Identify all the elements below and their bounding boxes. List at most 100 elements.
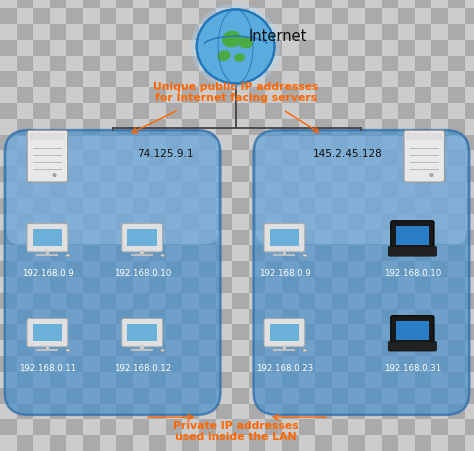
Bar: [50, 41, 66, 56]
Bar: [166, 120, 182, 135]
Bar: [149, 9, 166, 25]
Bar: [465, 230, 474, 246]
Bar: [36, 349, 58, 351]
Bar: [448, 198, 465, 214]
Bar: [282, 104, 299, 120]
Bar: [382, 198, 398, 214]
Bar: [133, 9, 149, 25]
Bar: [83, 151, 100, 167]
Bar: [315, 41, 332, 56]
Bar: [100, 214, 116, 230]
Bar: [232, 135, 249, 151]
Bar: [299, 151, 315, 167]
Bar: [382, 293, 398, 309]
Bar: [382, 151, 398, 167]
Bar: [17, 419, 33, 435]
Bar: [50, 404, 66, 419]
Bar: [182, 9, 199, 25]
Bar: [232, 72, 249, 88]
Bar: [348, 246, 365, 262]
FancyBboxPatch shape: [404, 131, 445, 183]
FancyBboxPatch shape: [388, 247, 437, 257]
Bar: [382, 72, 398, 88]
Bar: [382, 262, 398, 277]
FancyBboxPatch shape: [7, 137, 218, 244]
Bar: [365, 309, 382, 325]
Bar: [382, 167, 398, 183]
Bar: [232, 151, 249, 167]
Bar: [332, 120, 348, 135]
Bar: [398, 88, 415, 104]
Bar: [348, 0, 365, 9]
Bar: [100, 88, 116, 104]
Bar: [116, 198, 133, 214]
Bar: [398, 404, 415, 419]
Bar: [166, 341, 182, 356]
Bar: [100, 72, 116, 88]
Bar: [149, 419, 166, 435]
Bar: [282, 325, 299, 341]
Bar: [182, 56, 199, 72]
Bar: [398, 214, 415, 230]
Bar: [249, 104, 265, 120]
Bar: [365, 167, 382, 183]
Bar: [182, 419, 199, 435]
Bar: [133, 404, 149, 419]
Bar: [332, 9, 348, 25]
Bar: [332, 277, 348, 293]
Bar: [365, 230, 382, 246]
Bar: [33, 309, 50, 325]
Bar: [216, 183, 232, 198]
Bar: [410, 149, 438, 150]
Bar: [83, 9, 100, 25]
Bar: [315, 198, 332, 214]
Bar: [448, 419, 465, 435]
Bar: [83, 183, 100, 198]
Bar: [265, 262, 282, 277]
Bar: [348, 9, 365, 25]
Bar: [365, 293, 382, 309]
Bar: [410, 170, 438, 171]
Bar: [17, 293, 33, 309]
Bar: [17, 198, 33, 214]
Bar: [283, 250, 286, 255]
Bar: [299, 325, 315, 341]
Bar: [398, 246, 415, 262]
Bar: [83, 262, 100, 277]
Text: 192.168.0.31: 192.168.0.31: [384, 363, 441, 372]
Bar: [431, 277, 448, 293]
Bar: [17, 120, 33, 135]
Bar: [465, 88, 474, 104]
Bar: [249, 198, 265, 214]
Bar: [249, 262, 265, 277]
Bar: [332, 435, 348, 451]
Bar: [365, 0, 382, 9]
Bar: [100, 262, 116, 277]
Bar: [232, 309, 249, 325]
Bar: [332, 72, 348, 88]
Bar: [232, 9, 249, 25]
Bar: [332, 404, 348, 419]
Bar: [396, 322, 429, 340]
Bar: [398, 104, 415, 120]
Bar: [249, 167, 265, 183]
Bar: [299, 41, 315, 56]
Bar: [66, 56, 83, 72]
Bar: [116, 104, 133, 120]
Bar: [50, 56, 66, 72]
Bar: [0, 104, 17, 120]
Text: 192.168.0.9: 192.168.0.9: [259, 268, 310, 277]
Bar: [182, 25, 199, 41]
Bar: [100, 419, 116, 435]
Bar: [166, 198, 182, 214]
Bar: [315, 246, 332, 262]
Bar: [50, 120, 66, 135]
Bar: [83, 230, 100, 246]
Bar: [17, 356, 33, 372]
Bar: [182, 167, 199, 183]
Bar: [249, 388, 265, 404]
Bar: [431, 104, 448, 120]
Bar: [0, 388, 17, 404]
Bar: [17, 0, 33, 9]
Bar: [182, 135, 199, 151]
